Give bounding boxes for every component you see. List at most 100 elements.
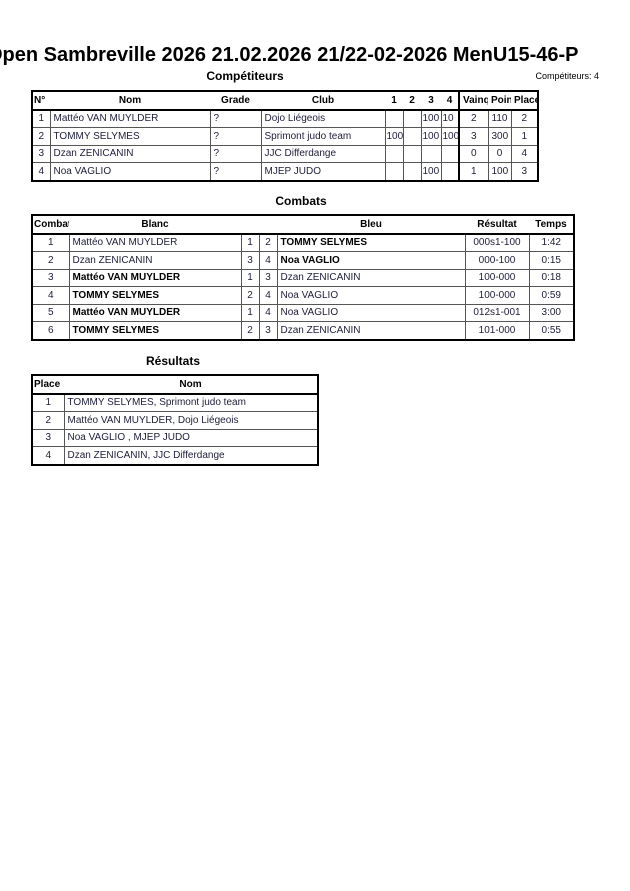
competitors-count: Compétiteurs: 4 bbox=[535, 71, 599, 81]
column-header bbox=[241, 215, 259, 235]
cell-text: 3 bbox=[470, 130, 477, 142]
cell: 100 bbox=[420, 109, 442, 128]
cell-text: 3 bbox=[45, 432, 52, 444]
cell-text: 10 bbox=[442, 113, 454, 125]
cell-text: Dzan ZENICANIN bbox=[72, 254, 153, 266]
cell: 3 bbox=[510, 162, 539, 181]
cell-text: Noa VAGLIO bbox=[280, 289, 339, 301]
cell-text: Dzan ZENICANIN, JJC Differdange bbox=[67, 449, 225, 461]
cell: Noa VAGLIO bbox=[276, 303, 466, 322]
cell-text: 2 bbox=[521, 113, 528, 125]
cell: 0:15 bbox=[528, 251, 575, 270]
cell bbox=[402, 162, 422, 181]
cell: 1 bbox=[31, 393, 65, 412]
cell: 101-000 bbox=[464, 321, 530, 340]
column-header bbox=[259, 215, 277, 235]
cell-text: 3 bbox=[247, 254, 253, 266]
cell-text: 0:59 bbox=[541, 289, 561, 301]
cell: ? bbox=[209, 127, 262, 146]
cell: Mattéo VAN MUYLDER bbox=[68, 268, 242, 287]
column-header: Blanc bbox=[69, 215, 241, 235]
column-header: Place bbox=[32, 375, 64, 395]
cell-text: TOMMY SELYMES bbox=[72, 324, 160, 336]
cell: 0:18 bbox=[528, 268, 575, 287]
cell: JJC Differdange bbox=[260, 144, 386, 163]
cell: 3 bbox=[31, 428, 65, 447]
cell: Dzan ZENICANIN, JJC Differdange bbox=[63, 446, 319, 465]
cell: 300 bbox=[487, 127, 512, 146]
cell-text: Noa VAGLIO bbox=[280, 254, 340, 266]
column-header: Grade bbox=[210, 91, 261, 111]
competitors-table: N°NomGradeClub1234VainqPointsPlace1Matté… bbox=[31, 90, 539, 182]
cell-text: 0 bbox=[470, 148, 477, 160]
cell: 100 bbox=[384, 127, 404, 146]
cell: 4 bbox=[510, 144, 539, 163]
cell-text: 4 bbox=[47, 289, 54, 301]
cell-text: TOMMY SELYMES, Sprimont judo team bbox=[67, 397, 246, 409]
cell: Noa VAGLIO , MJEP JUDO bbox=[63, 428, 319, 447]
competitors-title: Compétiteurs bbox=[206, 69, 284, 83]
column-header: Temps bbox=[529, 215, 574, 235]
cell bbox=[402, 127, 422, 146]
cell bbox=[402, 109, 422, 128]
column-header: Résultat bbox=[465, 215, 529, 235]
cell: Dzan ZENICANIN bbox=[276, 321, 466, 340]
cell-text: 4 bbox=[45, 449, 52, 461]
cell-text: 1 bbox=[45, 397, 52, 409]
cell-text: 3 bbox=[265, 272, 271, 284]
cell: Mattéo VAN MUYLDER bbox=[49, 109, 211, 128]
cell: MJEP JUDO bbox=[260, 162, 386, 181]
cell: TOMMY SELYMES bbox=[49, 127, 211, 146]
table-row: 2 Mattéo VAN MUYLDER, Dojo Liégeois bbox=[31, 411, 319, 430]
cell: Mattéo VAN MUYLDER, Dojo Liégeois bbox=[63, 411, 319, 430]
cell-text: 1 bbox=[247, 237, 253, 249]
cell-text: MJEP JUDO bbox=[264, 165, 322, 177]
cell: 2 bbox=[31, 411, 65, 430]
cell-text: 6 bbox=[47, 324, 54, 336]
cell: 2 bbox=[31, 127, 51, 146]
cell-text: 4 bbox=[38, 165, 45, 177]
cell-text: 4 bbox=[265, 254, 271, 266]
cell: 3 bbox=[258, 268, 278, 287]
cell-text: ? bbox=[213, 130, 220, 142]
column-header: Club bbox=[261, 91, 385, 111]
column-header: Points bbox=[488, 91, 511, 111]
cell: 4 bbox=[258, 251, 278, 270]
cell-text: Sprimont judo team bbox=[264, 130, 352, 142]
cell: 2 bbox=[240, 286, 260, 305]
cell-text: 1 bbox=[521, 130, 528, 142]
cell bbox=[384, 109, 404, 128]
cell: 2 bbox=[240, 321, 260, 340]
cell: Dzan ZENICANIN bbox=[276, 268, 466, 287]
cell-text: 4 bbox=[265, 307, 271, 319]
cell: TOMMY SELYMES bbox=[68, 286, 242, 305]
cell-text: 3:00 bbox=[541, 307, 561, 319]
cell: 1 bbox=[31, 233, 70, 252]
cell: 0:55 bbox=[528, 321, 575, 340]
cell-text: 3 bbox=[38, 148, 45, 160]
cell-text: 1 bbox=[247, 307, 253, 319]
cell: 100 bbox=[440, 127, 460, 146]
cell: 100 bbox=[420, 162, 442, 181]
table-row: 3 Mattéo VAN MUYLDER 1 3 Dzan ZENICANIN 100-0… bbox=[31, 268, 575, 287]
cell: 012s1-001 bbox=[464, 303, 530, 322]
column-header: 3 bbox=[421, 91, 441, 111]
cell: 10 bbox=[440, 109, 460, 128]
cell: 4 bbox=[31, 286, 70, 305]
cell-text: Noa VAGLIO bbox=[280, 307, 339, 319]
cell-text: Mattéo VAN MUYLDER bbox=[72, 307, 181, 319]
cell-text: 1:42 bbox=[541, 237, 561, 249]
cell: Noa VAGLIO bbox=[276, 251, 466, 270]
cell-text: 000-100 bbox=[478, 254, 516, 266]
cell-text: 0:55 bbox=[541, 324, 561, 336]
cell: Dzan ZENICANIN bbox=[49, 144, 211, 163]
cell: 6 bbox=[31, 321, 70, 340]
cell-text: 3 bbox=[47, 272, 54, 284]
results-table: Place Nom 1 TOMMY SELYMES, Sprimont judo te… bbox=[31, 374, 319, 466]
table-row: 3 Dzan ZENICANIN? JJC Differdange 0 0 4 bbox=[31, 144, 539, 163]
cell-text: Mattéo VAN MUYLDER, Dojo Liégeois bbox=[67, 414, 239, 426]
column-header: Nom bbox=[64, 375, 318, 395]
cell: 1:42 bbox=[528, 233, 575, 252]
cell-text: 2 bbox=[470, 113, 477, 125]
cell-text: 100 bbox=[422, 165, 440, 177]
